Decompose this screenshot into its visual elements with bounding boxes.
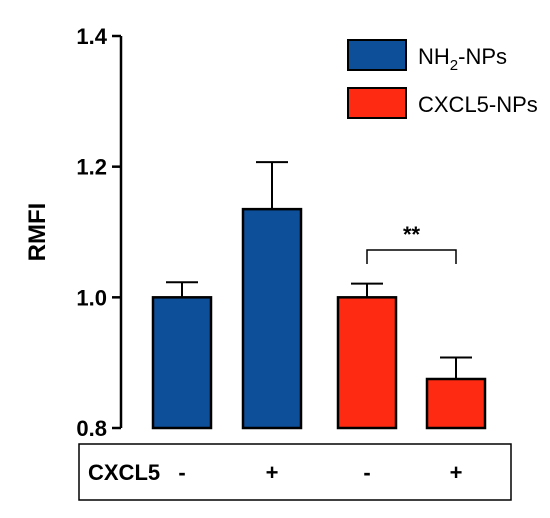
treatment-sign: - xyxy=(178,460,185,485)
legend: NH2-NPs CXCL5-NPs xyxy=(347,39,538,119)
legend-swatch xyxy=(347,39,407,71)
y-axis-title: RMFI xyxy=(24,203,51,262)
bar xyxy=(241,207,303,430)
y-tick-label: 1.2 xyxy=(76,155,107,180)
axes: 0.8 1.0 1.2 1.4 RMFI xyxy=(24,24,123,441)
y-tick-label: 1.4 xyxy=(76,24,107,49)
treatment-sign: + xyxy=(450,460,463,485)
bar xyxy=(151,296,213,430)
treatment-row-label: CXCL5 xyxy=(88,460,160,485)
significance-label: ** xyxy=(403,222,421,247)
treatment-table: CXCL5- + - + xyxy=(78,443,512,501)
y-tick-label: 0.8 xyxy=(76,416,107,441)
legend-label: NH2-NPs xyxy=(418,44,507,74)
treatment-sign: - xyxy=(363,460,370,485)
bars: ** xyxy=(151,161,487,430)
treatment-box xyxy=(78,443,512,501)
legend-label: CXCL5-NPs xyxy=(418,92,538,117)
legend-swatch xyxy=(347,87,407,119)
treatment-sign: + xyxy=(266,460,279,485)
y-tick-label: 1.0 xyxy=(76,285,107,310)
bar xyxy=(425,377,487,430)
bar xyxy=(336,296,398,430)
significance-bracket xyxy=(366,249,457,264)
